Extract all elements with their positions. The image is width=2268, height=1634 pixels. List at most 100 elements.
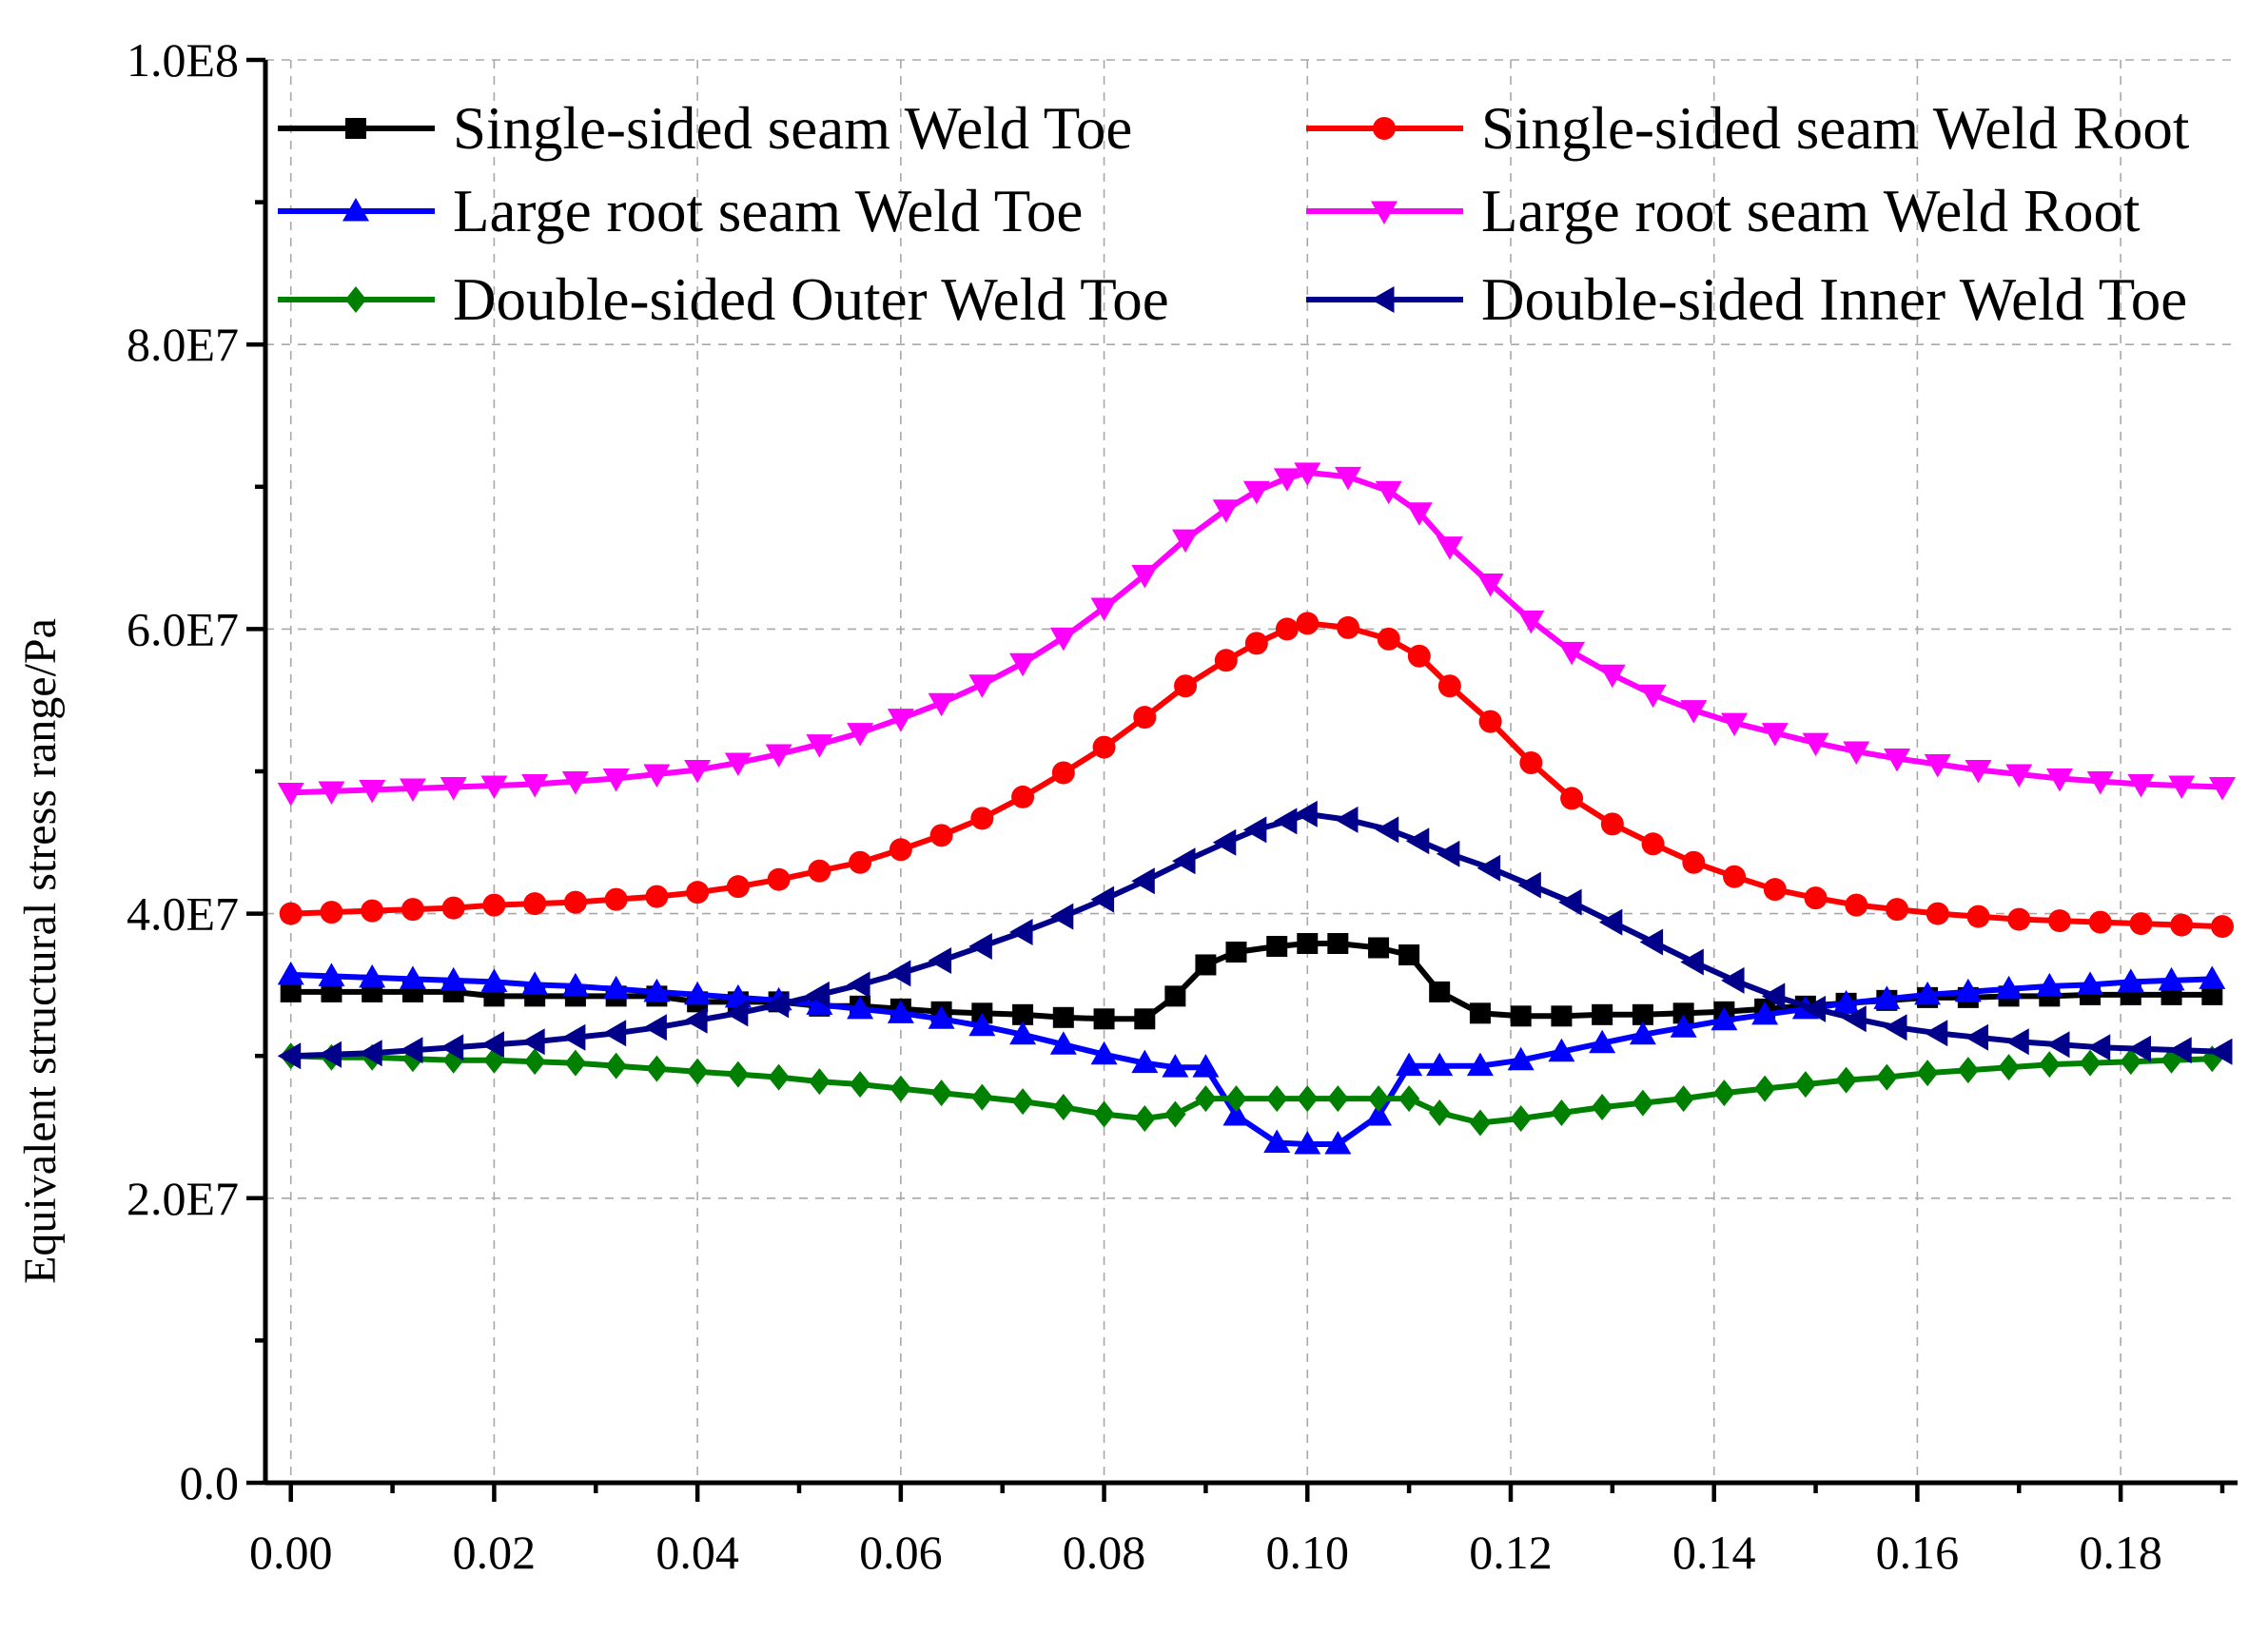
data-point xyxy=(1273,807,1298,835)
data-point xyxy=(344,286,367,313)
data-point xyxy=(2168,775,2196,799)
data-point xyxy=(561,770,589,795)
data-point xyxy=(605,1052,627,1080)
data-point xyxy=(1965,1023,1989,1051)
data-point xyxy=(1090,1041,1118,1065)
data-point xyxy=(1598,664,1626,689)
data-point xyxy=(971,1083,993,1111)
data-point xyxy=(2007,907,2031,931)
x-tick-label: 0.14 xyxy=(1672,1526,1756,1579)
data-point xyxy=(928,692,955,717)
data-point xyxy=(1263,1129,1291,1153)
data-point xyxy=(724,983,752,1008)
data-point xyxy=(768,1063,790,1091)
data-point xyxy=(1242,480,1270,505)
data-point xyxy=(1377,627,1400,651)
data-point xyxy=(359,779,386,804)
data-point xyxy=(602,1020,627,1047)
data-point xyxy=(1761,982,1786,1010)
data-point xyxy=(1214,649,1238,672)
data-point xyxy=(887,1000,914,1023)
x-tick-label: 0.06 xyxy=(859,1526,943,1579)
data-point xyxy=(2117,968,2144,992)
data-point xyxy=(345,118,366,139)
data-point xyxy=(684,981,712,1005)
data-point xyxy=(1843,1005,1867,1033)
data-point xyxy=(1469,1109,1492,1137)
data-point xyxy=(563,890,587,914)
series-2 xyxy=(279,612,2234,939)
data-point xyxy=(440,776,467,801)
y-tick-label: 6.0E7 xyxy=(127,602,239,655)
data-point xyxy=(1133,706,1157,729)
legend-item: Double-sided Inner Weld Toe xyxy=(1306,266,2187,333)
x-tick-label: 0.18 xyxy=(2079,1526,2162,1579)
legend-item: Double-sided Outer Weld Toe xyxy=(278,266,1169,333)
data-point xyxy=(1195,954,1217,976)
data-point xyxy=(2158,966,2185,991)
legend-item: Large root seam Weld Toe xyxy=(278,178,1083,244)
data-point xyxy=(2048,909,2072,933)
legend-label: Single-sided seam Weld Root xyxy=(1481,95,2190,162)
data-point xyxy=(604,887,628,911)
data-point xyxy=(1093,1100,1115,1128)
data-point xyxy=(2201,1045,2223,1073)
series-line xyxy=(290,810,2223,1060)
data-point xyxy=(2120,1048,2142,1076)
data-point xyxy=(1162,1054,1189,1078)
data-point xyxy=(2199,965,2226,989)
data-point xyxy=(889,838,912,862)
x-tick-label: 0.04 xyxy=(655,1526,739,1579)
data-point xyxy=(1873,985,1901,1009)
x-tick-label: 0.16 xyxy=(1876,1526,1960,1579)
data-point xyxy=(2046,1031,2070,1059)
data-point xyxy=(277,782,304,807)
data-point xyxy=(643,978,671,1002)
data-point xyxy=(724,1000,749,1027)
series-layer xyxy=(277,462,2236,1155)
data-point xyxy=(521,971,549,995)
data-point xyxy=(1476,574,1504,597)
data-point xyxy=(806,981,830,1008)
data-point xyxy=(1092,735,1116,759)
data-point xyxy=(1398,1085,1420,1113)
x-tick-label: 0.08 xyxy=(1063,1526,1146,1579)
data-point xyxy=(1517,610,1545,634)
data-point xyxy=(1212,499,1240,523)
data-point xyxy=(1802,732,1829,757)
data-point xyxy=(928,946,952,974)
data-point xyxy=(1428,1099,1451,1127)
data-point xyxy=(1639,684,1667,709)
data-point xyxy=(1632,1089,1654,1117)
data-point xyxy=(765,744,792,768)
data-point xyxy=(1296,612,1320,635)
data-point xyxy=(2036,972,2063,997)
data-point xyxy=(523,1048,546,1076)
data-point xyxy=(968,674,996,698)
data-point xyxy=(521,773,549,798)
data-point xyxy=(1052,1094,1075,1121)
data-point xyxy=(440,1034,464,1061)
data-point xyxy=(1011,1088,1034,1116)
data-point xyxy=(1407,644,1431,668)
data-point xyxy=(1548,1038,1575,1062)
legend-label: Double-sided Inner Weld Toe xyxy=(1481,266,2187,333)
data-point xyxy=(1335,806,1359,833)
data-point xyxy=(1884,749,1911,772)
data-point xyxy=(847,971,870,999)
data-point xyxy=(1680,948,1704,976)
data-point xyxy=(890,1075,912,1102)
data-point xyxy=(2039,1051,2061,1079)
data-point xyxy=(482,893,506,917)
data-point xyxy=(1476,854,1501,882)
data-point xyxy=(399,965,426,989)
data-point xyxy=(1012,1003,1034,1025)
data-point xyxy=(277,961,304,985)
data-point xyxy=(1510,1005,1532,1027)
data-point xyxy=(1723,865,1747,888)
data-point xyxy=(280,981,302,1002)
series-5 xyxy=(280,1042,2223,1137)
grid xyxy=(265,59,2238,1483)
data-point xyxy=(1327,1085,1349,1113)
data-point xyxy=(724,752,752,777)
